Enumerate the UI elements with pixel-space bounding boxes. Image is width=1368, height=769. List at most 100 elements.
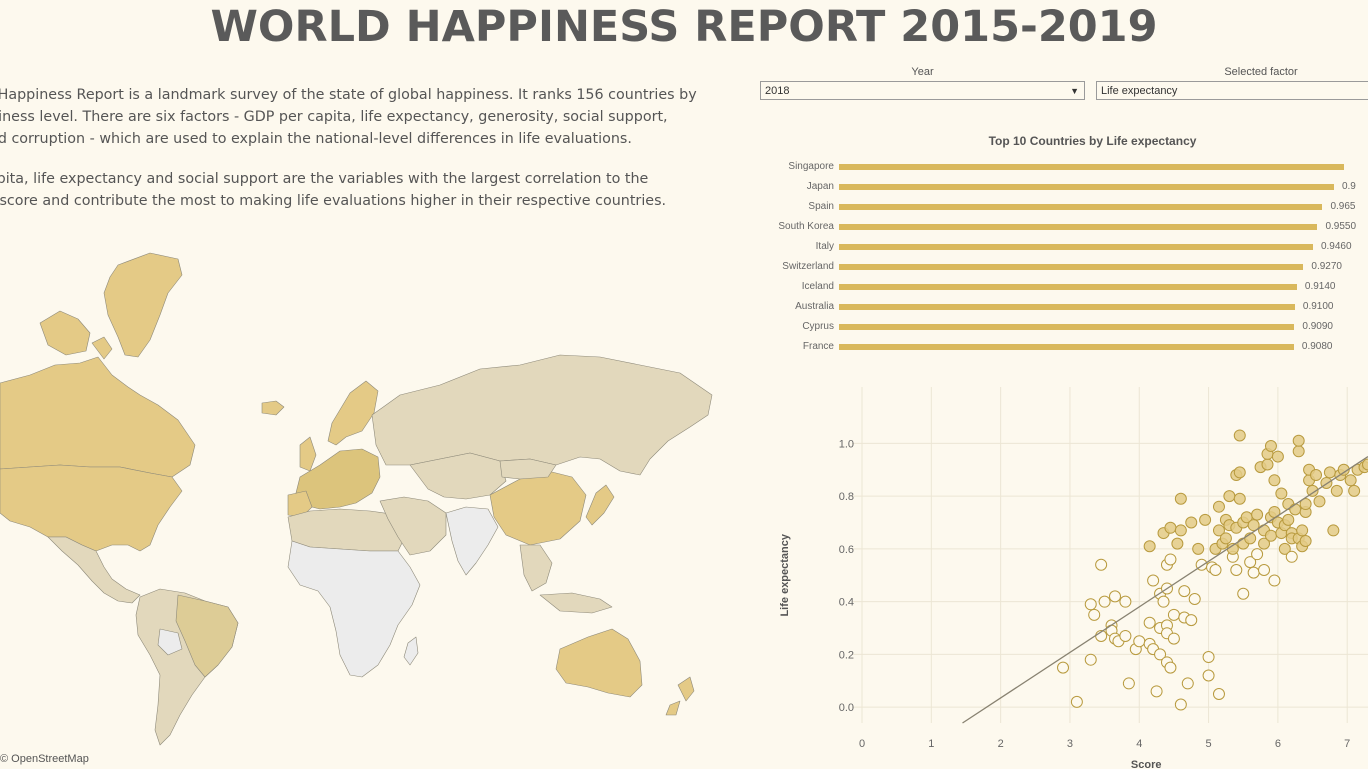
scatter-point[interactable] — [1057, 661, 1070, 674]
map-region-usa[interactable] — [0, 464, 183, 552]
chevron-down-icon[interactable]: ▼ — [1070, 86, 1079, 96]
scatter-plot[interactable]: 0 1 2 3 4 5 6 7 0.0 0.2 0.4 0.6 0.8 1.0 Score Life expe… — [770, 382, 1368, 769]
bar-row[interactable]: France 0.9080 — [760, 339, 1368, 359]
bar[interactable] — [839, 324, 1295, 330]
scatter-point[interactable] — [1212, 687, 1225, 700]
map-region-arctic-islands-2[interactable] — [91, 336, 113, 360]
scatter-point[interactable] — [1289, 503, 1302, 516]
scatter-point[interactable] — [1167, 632, 1180, 645]
bar[interactable] — [839, 204, 1323, 210]
scatter-point[interactable] — [1143, 616, 1156, 629]
scatter-point[interactable] — [1202, 651, 1215, 664]
map-region-scandinavia[interactable] — [327, 380, 379, 446]
map-region-brazil[interactable] — [175, 594, 239, 678]
map-region-madagascar[interactable] — [403, 636, 419, 666]
scatter-point[interactable] — [1275, 487, 1288, 500]
scatter-point[interactable] — [1154, 648, 1167, 661]
bar-row[interactable]: Italy 0.9460 — [760, 239, 1368, 259]
scatter-point[interactable] — [1233, 429, 1246, 442]
map-region-middle-east[interactable] — [379, 496, 447, 556]
scatter-point[interactable] — [1171, 537, 1184, 550]
scatter-point[interactable] — [1084, 653, 1097, 666]
bar-row[interactable]: South Korea 0.9550 — [760, 219, 1368, 239]
bar-row[interactable]: Switzerland 0.9270 — [760, 259, 1368, 279]
scatter-point[interactable] — [1164, 661, 1177, 674]
scatter-point[interactable] — [1251, 548, 1264, 561]
scatter-point[interactable] — [1167, 608, 1180, 621]
scatter-point[interactable] — [1299, 498, 1312, 511]
scatter-point[interactable] — [1185, 516, 1198, 529]
map-region-africa[interactable] — [287, 540, 421, 678]
map-region-central-asia[interactable] — [409, 452, 507, 500]
map-region-japan[interactable] — [585, 484, 615, 526]
scatter-point[interactable] — [1344, 474, 1357, 487]
bar[interactable] — [839, 244, 1313, 250]
scatter-point[interactable] — [1133, 635, 1146, 648]
bar[interactable] — [839, 184, 1334, 190]
scatter-point[interactable] — [1181, 677, 1194, 690]
scatter-point[interactable] — [1095, 558, 1108, 571]
scatter-point[interactable] — [1164, 521, 1177, 534]
map-region-greenland[interactable] — [103, 252, 183, 358]
scatter-point[interactable] — [1362, 458, 1368, 471]
map-region-canada[interactable] — [0, 356, 196, 478]
map-region-australia[interactable] — [555, 628, 643, 698]
scatter-point[interactable] — [1178, 585, 1191, 598]
bar[interactable] — [839, 284, 1297, 290]
scatter-point[interactable] — [1247, 566, 1260, 579]
scatter-point[interactable] — [1330, 484, 1343, 497]
map-region-arctic-islands[interactable] — [39, 310, 91, 356]
scatter-point[interactable] — [1174, 524, 1187, 537]
scatter-point[interactable] — [1233, 466, 1246, 479]
scatter-point[interactable] — [1143, 540, 1156, 553]
scatter-point[interactable] — [1258, 564, 1271, 576]
bar-row[interactable]: Iceland 0.9140 — [760, 279, 1368, 299]
scatter-point[interactable] — [1157, 595, 1170, 608]
scatter-point[interactable] — [1199, 513, 1212, 526]
scatter-point[interactable] — [1306, 484, 1319, 497]
scatter-point[interactable] — [1098, 595, 1111, 608]
scatter-point[interactable] — [1150, 685, 1163, 698]
scatter-point[interactable] — [1233, 492, 1246, 505]
factor-dropdown[interactable]: Life expectancy — [1096, 81, 1368, 100]
scatter-point[interactable] — [1285, 550, 1298, 563]
scatter-point[interactable] — [1271, 450, 1284, 463]
scatter-point[interactable] — [1070, 695, 1083, 708]
scatter-point[interactable] — [1185, 614, 1198, 627]
scatter-point[interactable] — [1244, 556, 1257, 569]
scatter-point[interactable] — [1292, 445, 1305, 458]
map-region-mexico[interactable] — [47, 536, 141, 604]
scatter-point[interactable] — [1278, 542, 1291, 555]
scatter-point[interactable] — [1348, 484, 1361, 497]
scatter-point[interactable] — [1282, 513, 1295, 526]
map-region-russia[interactable] — [371, 354, 713, 476]
scatter-point[interactable] — [1109, 590, 1121, 603]
scatter-point[interactable] — [1327, 524, 1340, 537]
bar-row[interactable]: Singapore — [760, 159, 1368, 179]
bar[interactable] — [839, 224, 1318, 230]
map-region-new-zealand[interactable] — [665, 676, 695, 716]
scatter-point[interactable] — [1313, 495, 1326, 508]
map-region-bolivia[interactable] — [157, 628, 183, 656]
scatter-point[interactable] — [1122, 677, 1135, 690]
bar[interactable] — [839, 344, 1294, 350]
scatter-point[interactable] — [1192, 542, 1205, 555]
scatter-point[interactable] — [1261, 458, 1274, 471]
scatter-point[interactable] — [1292, 434, 1305, 447]
scatter-point[interactable] — [1323, 466, 1336, 479]
scatter-point[interactable] — [1258, 537, 1271, 550]
scatter-point[interactable] — [1119, 629, 1132, 642]
map-region-india[interactable] — [445, 506, 499, 576]
scatter-point[interactable] — [1119, 595, 1132, 608]
map-region-uk[interactable] — [299, 436, 317, 472]
scatter-point[interactable] — [1310, 469, 1323, 482]
map-region-indonesia[interactable] — [539, 592, 613, 614]
bar[interactable] — [839, 264, 1304, 270]
scatter-point[interactable] — [1337, 463, 1350, 476]
world-map[interactable] — [0, 245, 720, 750]
scatter-point[interactable] — [1188, 593, 1201, 606]
scatter-point[interactable] — [1237, 587, 1250, 600]
scatter-point[interactable] — [1209, 564, 1222, 576]
scatter-point[interactable] — [1268, 574, 1281, 587]
map-region-southeast-asia[interactable] — [519, 544, 553, 592]
